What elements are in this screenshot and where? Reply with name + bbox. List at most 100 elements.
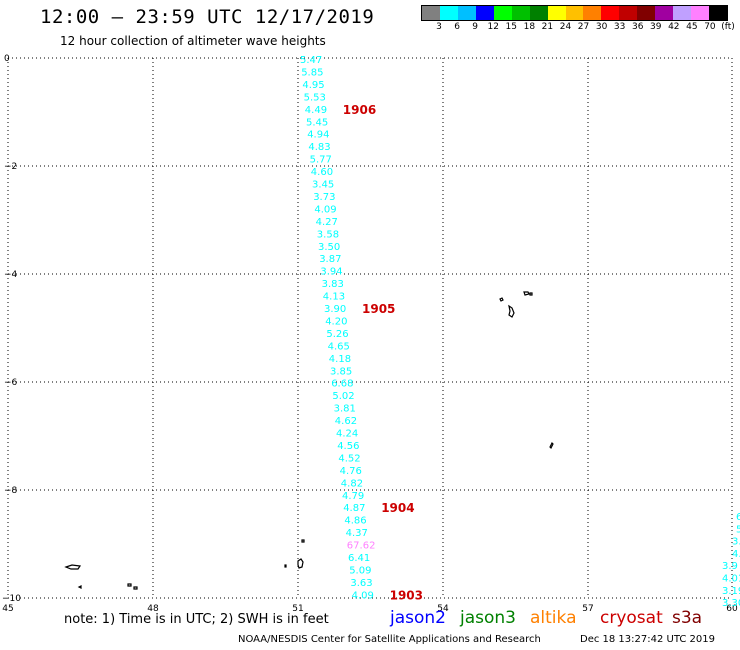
island-outline	[499, 297, 504, 302]
legend-item-jason3: jason3	[460, 608, 516, 628]
wave-height-value: 5.26	[326, 329, 348, 340]
x-tick-label: 45	[2, 604, 13, 614]
wave-height-value: 6.41	[348, 553, 370, 564]
color-swatch	[709, 6, 727, 20]
legend-item-jason2: jason2	[390, 608, 446, 628]
wave-height-value: 4.86	[344, 516, 366, 527]
color-scale-label: 33	[613, 22, 626, 32]
wave-height-value: 5	[736, 524, 740, 535]
color-swatch	[673, 6, 692, 20]
time-label: 1906	[343, 103, 376, 117]
wave-height-value: 4.09	[352, 590, 374, 601]
color-swatch	[547, 6, 566, 20]
time-label: 1903	[390, 588, 423, 602]
wave-height-value: 4.87	[343, 503, 365, 514]
color-scale-label: 27	[577, 22, 590, 32]
legend-item-cryosat: cryosat	[600, 608, 663, 628]
legend-item-altika: altika	[530, 608, 577, 628]
wave-height-value: 5.85	[301, 67, 323, 78]
wave-height-value: 4.65	[328, 341, 350, 352]
wave-height-value: 3.81	[334, 404, 356, 415]
island-outline	[127, 583, 132, 587]
color-swatch	[422, 6, 440, 20]
island-outline	[508, 304, 515, 318]
color-swatch	[529, 6, 548, 20]
wave-height-value: 4.83	[308, 142, 330, 153]
wave-height-value: 4.82	[341, 478, 363, 489]
color-scale-label: 3	[436, 22, 442, 32]
island-outline	[297, 558, 304, 569]
x-tick-label: 60	[726, 604, 738, 614]
wave-height-value: 5.47	[300, 55, 322, 66]
island-outline	[133, 586, 138, 590]
color-scale-label: 45	[686, 22, 698, 32]
timestamp-text: Dec 18 13:27:42 UTC 2019	[580, 634, 715, 645]
color-swatch	[601, 6, 620, 20]
wave-height-value: 6	[736, 512, 740, 523]
wave-height-value: 3.90	[324, 304, 346, 315]
wave-height-value: 4.27	[316, 217, 338, 228]
color-swatch	[565, 6, 584, 20]
wave-height-value: 5.53	[304, 92, 326, 103]
color-scale-label: 12	[487, 22, 499, 32]
color-scale-bar	[421, 5, 728, 21]
wave-height-value: 3.30	[722, 598, 740, 609]
wave-height-value: 5.77	[310, 155, 332, 166]
island-outline	[529, 292, 533, 296]
wave-height-value: 4.52	[338, 453, 360, 464]
x-tick-label: 48	[147, 604, 159, 614]
wave-height-value: 4.62	[335, 416, 357, 427]
legend-item-s3a: s3a	[672, 608, 703, 628]
time-label: 1904	[381, 501, 414, 515]
wave-height-value: 4.60	[311, 167, 333, 178]
wave-height-value: 4.49	[305, 105, 327, 116]
wave-height-value: 3.87	[319, 254, 341, 265]
color-swatch	[439, 6, 458, 20]
color-swatch	[457, 6, 476, 20]
wave-height-value: 5.09	[349, 565, 371, 576]
color-scale-label: 42	[668, 22, 680, 32]
time-label: 1905	[362, 302, 395, 316]
credit-text: NOAA/NESDIS Center for Satellite Applica…	[238, 634, 541, 645]
color-scale-label: 24	[559, 22, 572, 32]
wave-height-value: 4.01	[722, 574, 740, 585]
wave-height-value: 3.45	[312, 180, 334, 191]
color-scale-label: 30	[595, 22, 608, 32]
color-swatch	[511, 6, 530, 20]
wave-height-value: 5.45	[306, 117, 328, 128]
island-outline	[549, 441, 554, 450]
wave-height-value: 3.58	[317, 229, 339, 240]
wave-height-value: 5.02	[332, 391, 354, 402]
island-outline	[284, 564, 287, 568]
color-scale-label: 15	[505, 22, 518, 32]
color-swatch	[475, 6, 494, 20]
wave-height-value: 3.	[732, 537, 740, 548]
x-tick-label: 57	[582, 604, 593, 614]
wave-height-value: 4.	[732, 549, 740, 560]
wave-height-value: 3.63	[350, 578, 372, 589]
wave-height-value: 4.79	[342, 491, 364, 502]
x-tick-label: 51	[292, 604, 303, 614]
wave-height-value: 4.37	[346, 528, 368, 539]
y-tick-label: −4	[4, 270, 18, 280]
y-tick-label: 0	[4, 54, 10, 64]
y-tick-label: −2	[4, 162, 17, 172]
wave-height-value: 4.18	[329, 354, 351, 365]
wave-height-value: 3.19	[722, 586, 740, 597]
wave-height-value: 3.73	[313, 192, 335, 203]
footer-note: note: 1) Time is in UTC; 2) SWH is in fe…	[64, 612, 329, 627]
wave-height-value: 4.09	[314, 204, 336, 215]
wave-height-value: 4.76	[340, 466, 362, 477]
color-scale-label: 18	[523, 22, 536, 32]
wave-height-value: 4.95	[302, 80, 324, 91]
color-scale-label: (ft)	[721, 22, 735, 32]
x-tick-label: 54	[437, 604, 449, 614]
color-scale-label: 36	[631, 22, 644, 32]
wave-height-value: 4.20	[325, 316, 347, 327]
page-title: 12:00 – 23:59 UTC 12/17/2019	[40, 6, 375, 28]
color-swatch	[619, 6, 638, 20]
color-swatch	[637, 6, 656, 20]
wave-height-value: 3.9	[722, 561, 738, 572]
wave-height-value: 4.56	[337, 441, 359, 452]
page-subtitle: 12 hour collection of altimeter wave hei…	[60, 34, 326, 48]
